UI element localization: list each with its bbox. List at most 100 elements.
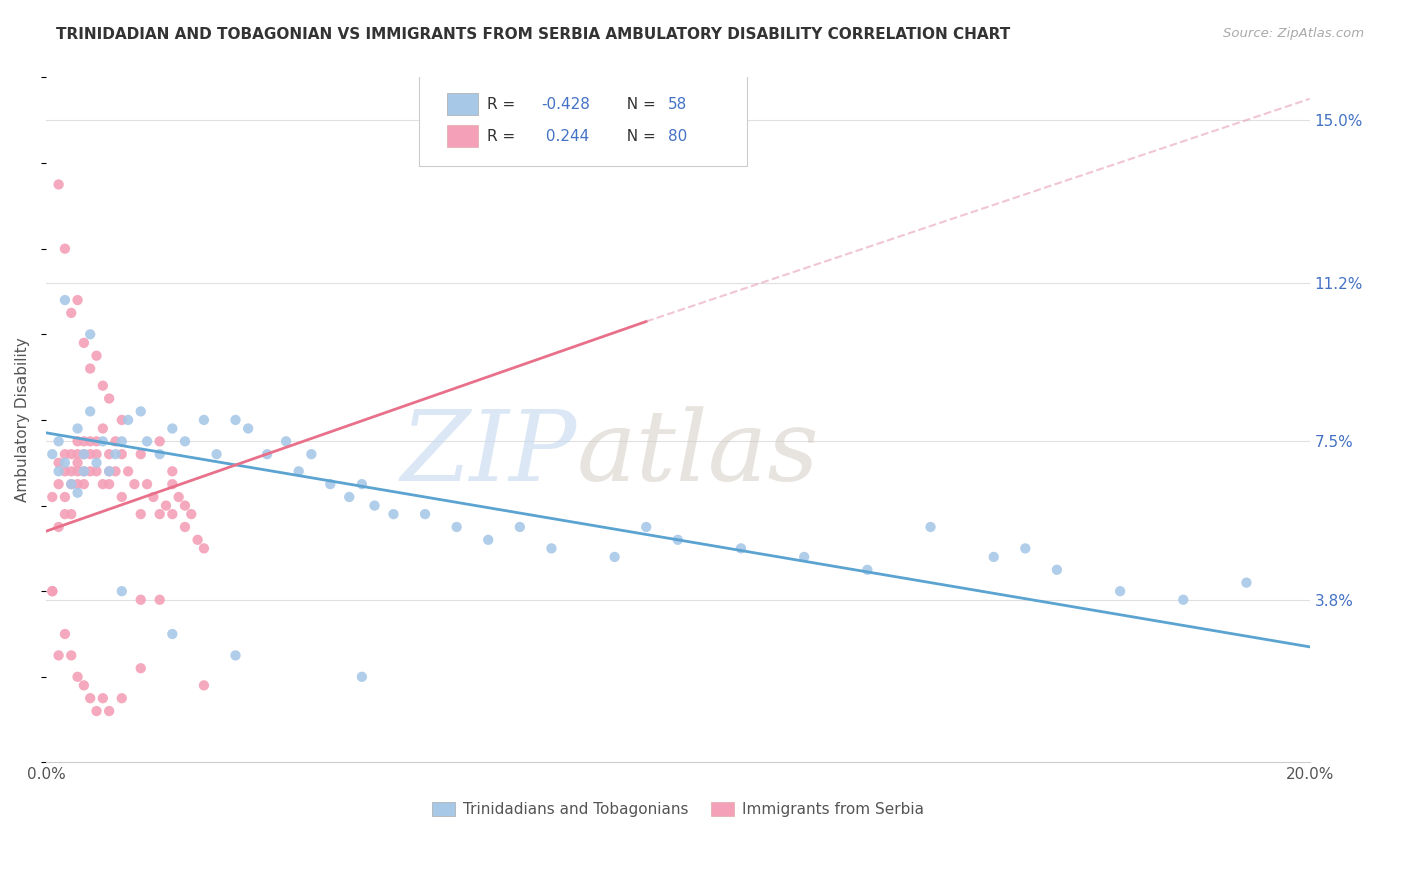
Point [48,648,70,663]
Point [193,413,215,427]
Point [53,447,76,461]
Point [60,306,83,320]
Point [174,520,197,534]
Point [162,627,184,641]
Point [111,490,134,504]
Point [91,477,114,491]
Point [53,490,76,504]
Point [287,464,309,478]
Point [920,520,942,534]
Point [48,464,70,478]
Point [509,520,531,534]
Point [48,477,70,491]
Point [142,490,165,504]
Point [79,327,101,342]
Point [79,447,101,461]
Point [162,464,184,478]
Point [337,490,360,504]
Point [66,477,89,491]
Point [53,242,76,256]
Point [477,533,499,547]
Point [86,464,108,478]
Point [129,507,152,521]
Point [79,691,101,706]
Point [53,456,76,470]
FancyBboxPatch shape [419,74,748,167]
Point [413,507,436,521]
Point [104,434,127,449]
Point [48,520,70,534]
Point [66,447,89,461]
Point [86,447,108,461]
Point [636,520,658,534]
Point [256,447,278,461]
Point [149,507,172,521]
Text: 58: 58 [668,96,688,112]
Point [730,541,752,556]
Point [60,464,83,478]
Point [1014,541,1036,556]
Point [86,349,108,363]
Point [540,541,562,556]
Point [66,421,89,435]
Point [66,670,89,684]
Point [1236,575,1258,590]
Point [98,447,121,461]
Point [60,447,83,461]
Point [86,434,108,449]
Point [91,691,114,706]
Point [73,464,96,478]
Point [129,661,152,675]
FancyBboxPatch shape [447,126,478,147]
Point [983,549,1005,564]
Point [167,490,190,504]
Point [124,477,146,491]
Point [111,584,134,599]
Point [53,507,76,521]
Text: atlas: atlas [576,407,820,502]
Point [149,434,172,449]
Point [129,592,152,607]
Point [79,434,101,449]
Point [238,421,260,435]
Point [111,691,134,706]
Point [180,507,202,521]
Point [41,584,63,599]
Point [111,434,134,449]
Point [225,413,247,427]
Point [66,434,89,449]
Point [350,670,373,684]
Point [446,520,468,534]
Point [129,447,152,461]
Point [117,413,139,427]
Point [299,447,322,461]
Point [60,507,83,521]
Point [48,178,70,192]
Point [162,477,184,491]
Point [136,434,159,449]
Point [149,447,172,461]
Point [79,464,101,478]
Point [205,447,228,461]
Point [111,447,134,461]
Point [66,464,89,478]
Point [48,456,70,470]
Point [162,507,184,521]
Text: R =: R = [486,128,520,144]
Point [162,421,184,435]
Point [155,499,177,513]
Point [73,477,96,491]
Point [1046,563,1069,577]
Point [66,485,89,500]
Point [856,563,879,577]
Point [73,447,96,461]
Point [174,499,197,513]
Point [319,477,342,491]
Point [73,678,96,692]
Point [66,293,89,307]
Text: N =: N = [617,128,661,144]
Point [136,477,159,491]
Point [98,392,121,406]
Point [98,704,121,718]
Point [104,447,127,461]
